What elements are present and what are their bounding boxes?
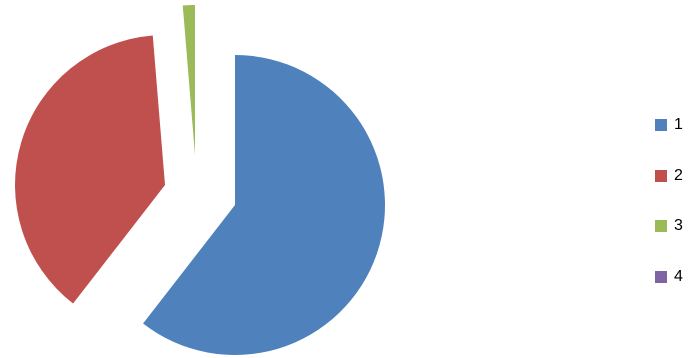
pie-slice-1: [143, 55, 386, 355]
legend-swatch-2: [655, 169, 667, 182]
legend: 1 2 3 4: [655, 112, 691, 314]
legend-swatch-3: [655, 220, 667, 232]
legend-item-3: 3: [655, 213, 691, 239]
legend-label-1: 1: [674, 116, 683, 133]
legend-label-4: 4: [674, 267, 683, 285]
legend-label-2: 2: [674, 166, 683, 184]
legend-item-1: 1: [655, 112, 691, 138]
legend-swatch-4: [655, 270, 667, 283]
legend-item-2: 2: [655, 163, 691, 189]
pie-slice-3: [182, 5, 195, 155]
legend-swatch-1: [655, 119, 667, 131]
pie-slice-2: [14, 35, 165, 304]
legend-item-4: 4: [655, 264, 691, 290]
legend-label-3: 3: [674, 217, 683, 234]
